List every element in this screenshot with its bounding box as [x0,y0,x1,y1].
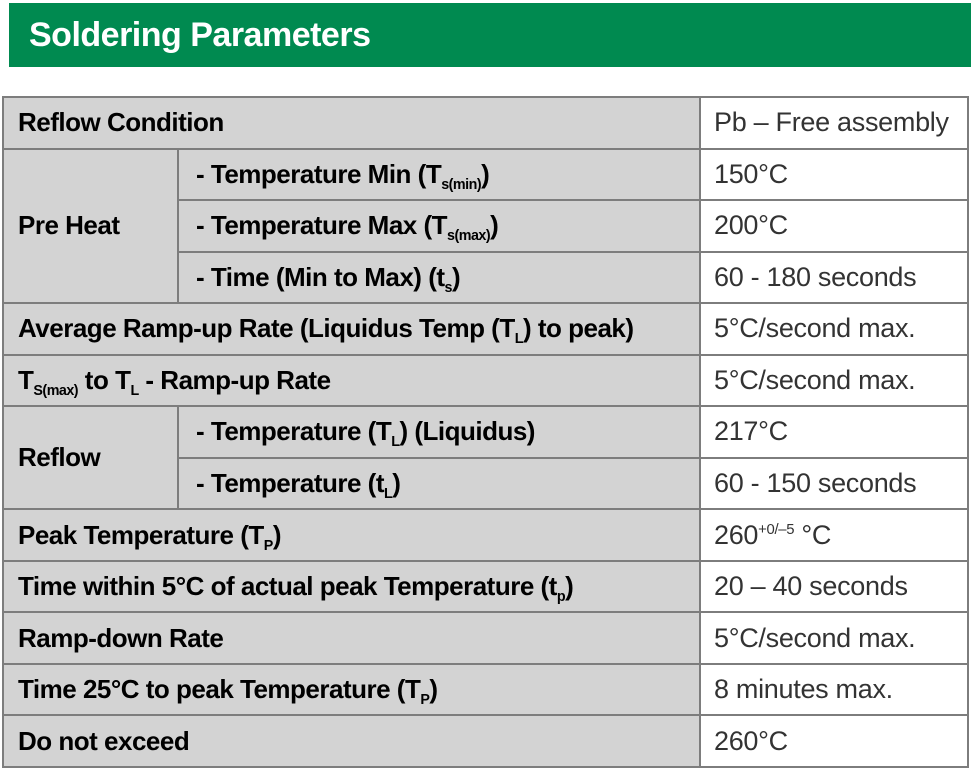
value-time-min-to-max: 60 - 180 seconds [699,250,969,305]
label-peak-temperature: Peak Temperature (TP) [2,508,701,562]
label-do-not-exceed: Do not exceed [2,714,701,768]
value-average-ramp-up-rate: 5°C/second max. [699,302,969,356]
label-time-min-to-max: - Time (Min to Max) (ts) [177,250,701,305]
table-row: Pre Heat - Temperature Min (Ts(min)) 150°C [2,147,969,305]
label-time-within-5c: Time within 5°C of actual peak Temperatu… [2,559,701,614]
value-tsmax-to-tl-ramp-up-rate: 5°C/second max. [699,353,969,408]
value-peak-temperature: 260+0/–5 °C [699,508,969,562]
label-temperature-tl: - Temperature (tL) [177,456,701,511]
page-title: Soldering Parameters [29,15,371,54]
soldering-parameters-table: Reflow Condition Pb – Free assembly Pre He… [2,96,969,768]
value-time-within-5c: 20 – 40 seconds [699,559,969,614]
label-temperature-max: - Temperature Max (Ts(max)) [177,199,701,253]
label-time-25c-to-peak: Time 25°C to peak Temperature (TP) [2,662,701,717]
table-row: Ramp-down Rate 5°C/second max. [2,611,969,665]
value-temperature-liquidus: 217°C [699,405,969,459]
label-tsmax-to-tl-ramp-up-rate: TS(max) to TL - Ramp-up Rate [2,353,701,408]
value-temperature-min: 150°C [699,147,969,202]
table-row: Reflow Condition Pb – Free assembly [2,96,969,150]
table-row: Peak Temperature (TP) 260+0/–5 °C [2,508,969,562]
value-do-not-exceed: 260°C [699,714,969,768]
table-row: TS(max) to TL - Ramp-up Rate 5°C/second m… [2,353,969,408]
table-row: - Temperature (tL) 60 - 150 seconds [3,456,969,511]
label-temperature-min: - Temperature Min (Ts(min)) [177,147,701,202]
table-row: Do not exceed 260°C [2,714,969,768]
value-temperature-tl: 60 - 150 seconds [699,456,969,511]
label-reflow-condition: Reflow Condition [2,96,701,150]
value-temperature-max: 200°C [699,199,969,253]
table-row: Average Ramp-up Rate (Liquidus Temp (TL)… [2,302,969,356]
table-row: Reflow - Temperature (TL) (Liquidus) 217°C [2,405,969,511]
table-row: Time within 5°C of actual peak Temperatu… [2,559,969,614]
label-ramp-down-rate: Ramp-down Rate [2,611,701,665]
label-temperature-liquidus: - Temperature (TL) (Liquidus) [177,405,701,459]
table-row: - Temperature Max (Ts(max)) 200°C [3,199,969,253]
value-reflow-condition: Pb – Free assembly [699,96,969,150]
table-row: - Time (Min to Max) (ts) 60 - 180 seconds [3,250,969,305]
table-row: Time 25°C to peak Temperature (TP) 8 minu… [2,662,969,717]
value-time-25c-to-peak: 8 minutes max. [699,662,969,717]
section-reflow: Reflow [2,405,179,511]
section-pre-heat: Pre Heat [2,147,179,305]
table-container: Reflow Condition Pb – Free assembly Pre He… [2,96,969,768]
label-average-ramp-up-rate: Average Ramp-up Rate (Liquidus Temp (TL)… [2,302,701,356]
title-bar: Soldering Parameters [9,3,971,67]
value-ramp-down-rate: 5°C/second max. [699,611,969,665]
